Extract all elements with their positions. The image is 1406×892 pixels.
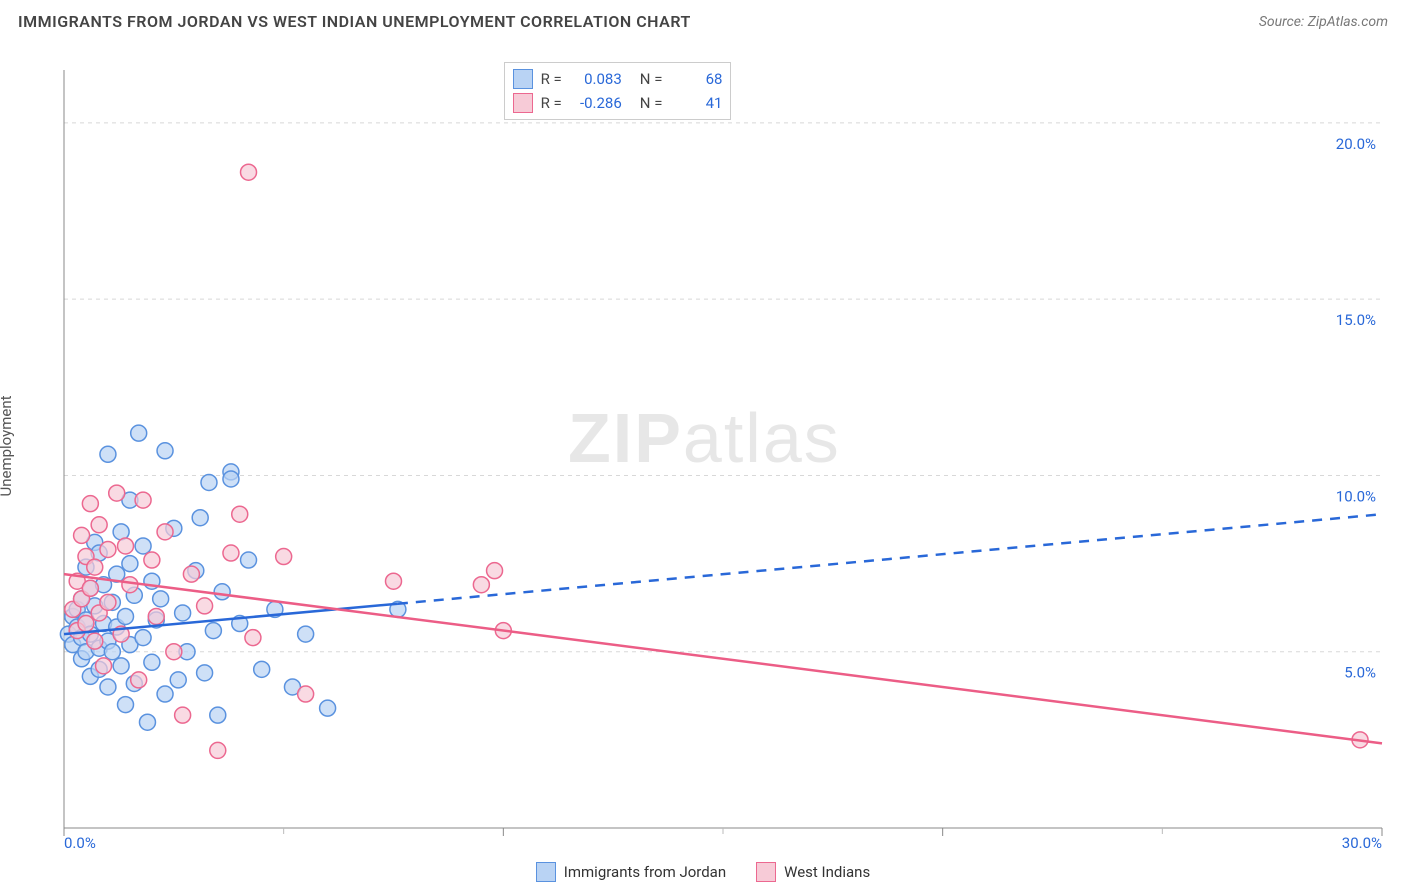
stats-legend-row: R = 0.083 N = 68 [513, 67, 723, 91]
svg-text:5.0%: 5.0% [1344, 664, 1376, 682]
r-value: -0.286 [570, 94, 622, 112]
n-value: 41 [670, 94, 722, 112]
legend-item-series1: Immigrants from Jordan [536, 862, 726, 882]
n-label: N = [640, 94, 663, 112]
legend-label: Immigrants from Jordan [564, 863, 726, 881]
stats-legend: R = 0.083 N = 68 R = -0.286 N = 41 [504, 62, 732, 120]
series-legend: Immigrants from Jordan West Indians [0, 862, 1406, 882]
svg-text:15.0%: 15.0% [1336, 311, 1376, 329]
x-tick-label: 30.0% [1342, 834, 1382, 852]
chart-title: IMMIGRANTS FROM JORDAN VS WEST INDIAN UN… [18, 12, 691, 31]
swatch-icon [536, 862, 556, 882]
source-label: Source: ZipAtlas.com [1259, 14, 1388, 30]
y-axis-label: Unemployment [0, 395, 15, 496]
r-value: 0.083 [570, 70, 622, 88]
n-label: N = [640, 70, 663, 88]
r-label: R = [541, 70, 562, 88]
stats-legend-row: R = -0.286 N = 41 [513, 91, 723, 115]
swatch-icon [513, 69, 533, 89]
swatch-icon [756, 862, 776, 882]
correlation-scatter-chart: 5.0% 10.0% 15.0% 20.0% [48, 58, 1388, 838]
svg-text:20.0%: 20.0% [1336, 135, 1376, 153]
legend-item-series2: West Indians [756, 862, 870, 882]
n-value: 68 [670, 70, 722, 88]
r-label: R = [541, 94, 562, 112]
legend-label: West Indians [784, 863, 870, 881]
svg-text:10.0%: 10.0% [1336, 487, 1376, 505]
x-tick-label: 0.0% [64, 834, 96, 852]
swatch-icon [513, 93, 533, 113]
